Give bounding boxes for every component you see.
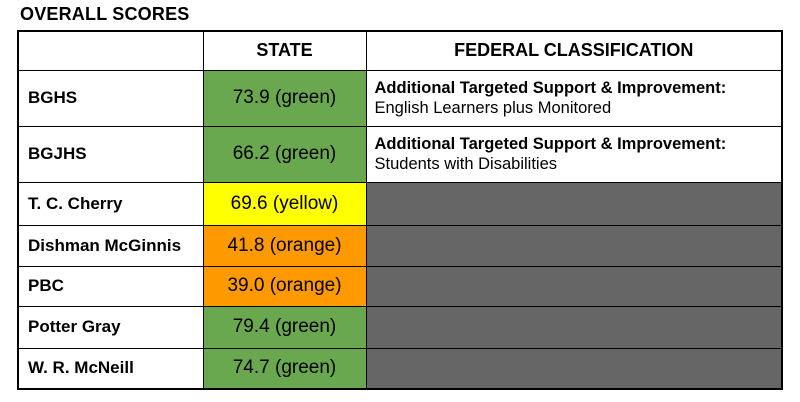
table-row-wr-mcneill: W. R. McNeill 74.7 (green): [17, 347, 783, 390]
federal-classification-empty-cell: [365, 347, 783, 390]
table-header-row: STATE FEDERAL CLASSIFICATION: [17, 30, 783, 71]
state-score-cell: 69.6 (yellow): [202, 181, 367, 226]
state-score-cell: 41.8 (orange): [202, 224, 367, 267]
federal-column-header: FEDERAL CLASSIFICATION: [365, 30, 783, 71]
school-column-header: [17, 30, 204, 71]
federal-classification-empty-cell: [365, 305, 783, 349]
state-score-cell: 73.9 (green): [202, 69, 367, 127]
state-score-cell: 79.4 (green): [202, 305, 367, 349]
school-name-cell: Potter Gray: [17, 305, 204, 349]
table-row-potter-gray: Potter Gray 79.4 (green): [17, 305, 783, 349]
state-score-cell: 74.7 (green): [202, 347, 367, 390]
federal-classification-label: Additional Targeted Support & Improvemen…: [374, 134, 727, 153]
table-row-dishman-mcginnis: Dishman McGinnis 41.8 (orange): [17, 224, 783, 267]
federal-classification-detail: English Learners plus Monitored: [374, 99, 612, 117]
state-column-header: STATE: [202, 30, 367, 71]
school-name-cell: T. C. Cherry: [17, 181, 204, 226]
table-row-bghs: BGHS 73.9 (green) Additional Targeted Su…: [17, 69, 783, 127]
state-score-cell: 66.2 (green): [202, 125, 367, 183]
federal-classification-empty-cell: [365, 224, 783, 267]
federal-classification-cell: Additional Targeted Support & Improvemen…: [365, 125, 783, 183]
table-row-pbc: PBC 39.0 (orange): [17, 265, 783, 307]
school-name-cell: BGJHS: [17, 125, 204, 183]
school-name-cell: W. R. McNeill: [17, 347, 204, 390]
federal-classification-empty-cell: [365, 265, 783, 307]
federal-classification-label: Additional Targeted Support & Improvemen…: [374, 78, 727, 97]
school-name-cell: BGHS: [17, 69, 204, 127]
federal-classification-empty-cell: [365, 181, 783, 226]
school-name-cell: PBC: [17, 265, 204, 307]
table-row-bgjhs: BGJHS 66.2 (green) Additional Targeted S…: [17, 125, 783, 183]
page-title: OVERALL SCORES: [20, 4, 190, 24]
table-row-tc-cherry: T. C. Cherry 69.6 (yellow): [17, 181, 783, 226]
school-name-cell: Dishman McGinnis: [17, 224, 204, 267]
federal-classification-cell: Additional Targeted Support & Improvemen…: [365, 69, 783, 127]
federal-classification-detail: Students with Disabilities: [374, 155, 558, 173]
overall-scores-table: STATE FEDERAL CLASSIFICATION BGHS 73.9 (…: [17, 30, 783, 390]
state-score-cell: 39.0 (orange): [202, 265, 367, 307]
